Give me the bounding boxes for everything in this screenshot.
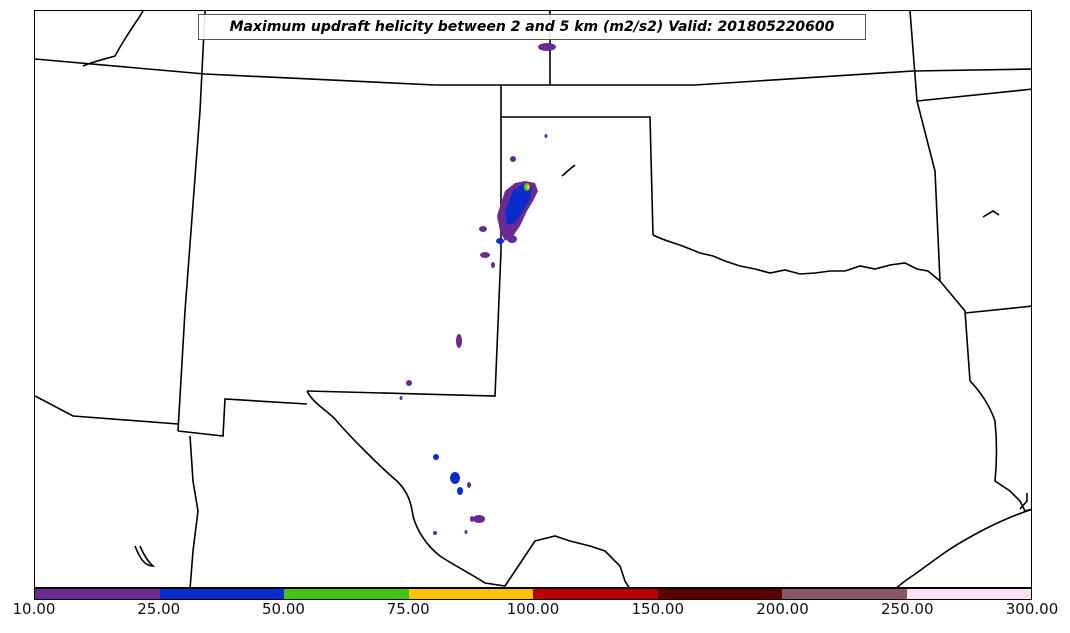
helicity-cell-yellow (526, 184, 530, 190)
colorbar-tick-label: 10.00 (12, 600, 56, 618)
la-coast (969, 380, 1031, 512)
colorbar-segment (159, 589, 284, 599)
mx-border-west (189, 435, 199, 587)
state-border-co-ks (184, 11, 206, 312)
helicity-cell (491, 262, 495, 268)
helicity-cell (470, 516, 474, 522)
gulf-island (1019, 493, 1028, 510)
colorbar-segment (35, 589, 160, 599)
colorbar-segment (906, 589, 1031, 599)
helicity-cell (467, 482, 471, 488)
helicity-cell (406, 380, 412, 386)
helicity-cell (480, 252, 490, 258)
state-border-la-ms (964, 305, 1031, 314)
colorbar-tick-label: 300.00 (1005, 600, 1059, 618)
nw-coastline (82, 11, 144, 67)
helicity-cell (457, 487, 463, 495)
state-border-nm-mx (177, 398, 308, 437)
helicity-cell (456, 334, 462, 348)
tx-gulf-coast (896, 508, 1031, 587)
state-border-ok-north (500, 85, 654, 236)
colorbar-segment (782, 589, 907, 599)
colorbar-tick-label: 150.00 (631, 600, 685, 618)
helicity-cell (544, 134, 548, 138)
state-border-nm-az (177, 310, 186, 432)
state-border-tx-nm (306, 117, 502, 397)
state-borders (35, 11, 1031, 587)
helicity-cell (433, 531, 437, 535)
state-border-az-ca (35, 395, 179, 425)
helicity-cluster-core (505, 184, 532, 225)
helicity-cell (464, 530, 468, 534)
colorbar-tick-label: 25.00 (137, 600, 181, 618)
small-feature (561, 164, 576, 177)
helicity-cell (450, 472, 460, 484)
colorbar-tick-label: 100.00 (506, 600, 560, 618)
colorbar (34, 588, 1032, 600)
map-canvas (35, 11, 1031, 587)
map-panel (34, 10, 1032, 588)
colorbar-tick-label: 250.00 (881, 600, 934, 618)
helicity-cell (507, 235, 517, 243)
helicity-cell (496, 238, 504, 244)
rio-grande (306, 390, 630, 587)
colorbar-segment (284, 589, 409, 599)
colorbar-tick-label: 50.00 (262, 600, 305, 618)
helicity-cell (479, 226, 487, 232)
helicity-cell (473, 515, 485, 523)
colorbar-segment (657, 589, 782, 599)
helicity-field (399, 34, 608, 535)
red-river (652, 234, 941, 282)
colorbar-tick-label: 75.00 (386, 600, 430, 618)
state-border-ar-mo (916, 88, 1031, 102)
colorbar-tick-label: 200.00 (756, 600, 809, 618)
helicity-cell (510, 156, 516, 162)
baja-coast (134, 545, 156, 567)
state-border-ar-la (909, 11, 971, 382)
helicity-cell (433, 454, 439, 460)
colorbar-segment (533, 589, 658, 599)
map-title: Maximum updraft helicity between 2 and 5… (198, 14, 866, 40)
state-border-north (35, 58, 1031, 86)
helicity-cell (538, 43, 556, 51)
lake-feature (982, 210, 1000, 218)
colorbar-segment (408, 589, 533, 599)
helicity-cell (399, 396, 403, 400)
